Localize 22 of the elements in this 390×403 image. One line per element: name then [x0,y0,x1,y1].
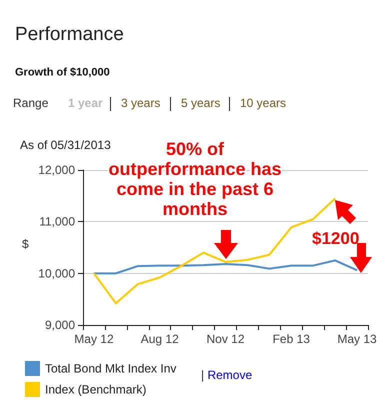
legend-label: Index (Benchmark) [45,382,146,396]
chart-title: Performance [15,24,124,45]
text: As of 05/31/2013 [20,138,112,152]
y-axis-title: $ [22,237,29,251]
y-tick-label: 11,000 [39,214,76,229]
text: Range [13,96,49,110]
chart-subtitle: Growth of $10,000 [15,66,110,78]
x-tick-label: May 13 [337,332,378,346]
y-tick-label: 9,000 [44,318,76,332]
y-tick-label: 10,000 [38,266,76,280]
text: 3 years [121,96,160,110]
annotation: $1200 [312,229,360,248]
text: 10 years [240,96,286,110]
legend-label: Total Bond Mkt Index Inv [45,362,176,376]
text: 5 years [181,96,220,110]
x-tick-label: May 12 [74,332,114,346]
x-tick-label: Feb 13 [272,332,310,346]
text: | Remove [201,368,252,382]
x-tick-label: Nov 12 [206,332,245,346]
x-tick-label: Aug 12 [140,332,180,346]
y-tick-label: 12,000 [38,163,76,177]
text: 1 year [68,96,104,110]
